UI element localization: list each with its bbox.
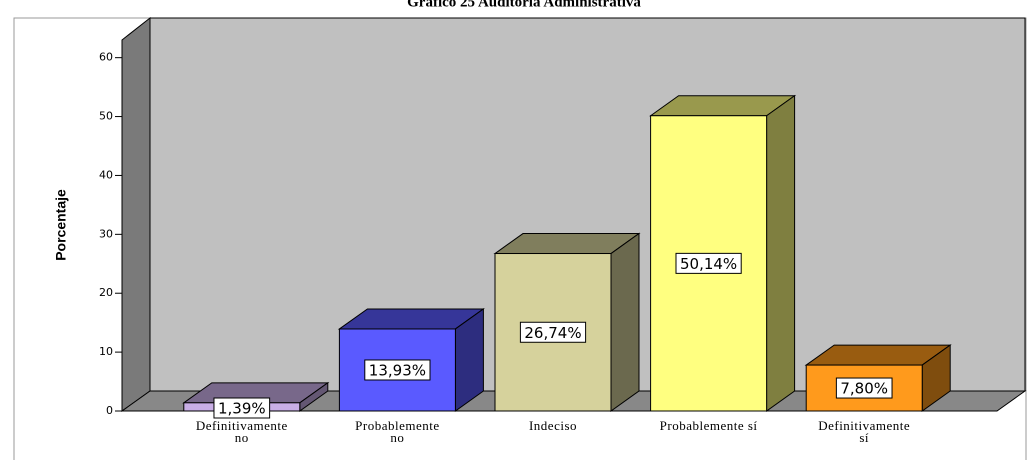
y-tick-label: 30 [99,227,113,240]
x-tick-label: Probablemente sí [659,418,758,433]
x-tick-label: Definitivamente sí [818,418,911,445]
y-tick-label: 50 [99,110,113,123]
x-tick-label: Definitivamente no [195,418,288,445]
chart-title: Gráfico 25 Auditoría Administrativa [407,0,641,10]
bar-top-shade [495,233,639,254]
x-tick-label: Probablemente no [355,418,440,445]
value-label: 7,80% [840,380,888,398]
value-label: 26,74% [524,324,581,342]
bar-top-shade [650,95,795,116]
bar-top-shade [339,308,484,329]
y-tick-label: 60 [99,51,113,64]
value-label: 1,39% [218,400,266,418]
value-label-box [835,377,893,399]
bar-side-shade [611,233,639,411]
value-label: 13,93% [369,361,426,379]
y-tick-label: 20 [99,286,113,299]
y-axis-label: Porcentaje [53,189,69,261]
value-label-box [519,321,587,343]
value-label: 50,14% [680,255,737,273]
value-label-box [213,397,271,419]
bar-side-shade [299,382,328,411]
left-wall [121,16,151,412]
y-tick-label: 40 [99,168,113,181]
bar-side-shade [922,345,951,411]
bar-side-shade [455,308,484,411]
value-label-box [364,359,431,381]
x-tick-label: Indeciso [528,418,578,433]
bar-side-shade [766,95,795,411]
bar-top-shade [806,345,951,366]
y-tick-label: 0 [106,404,113,417]
value-label-box [675,252,742,274]
y-tick-label: 10 [99,345,113,358]
